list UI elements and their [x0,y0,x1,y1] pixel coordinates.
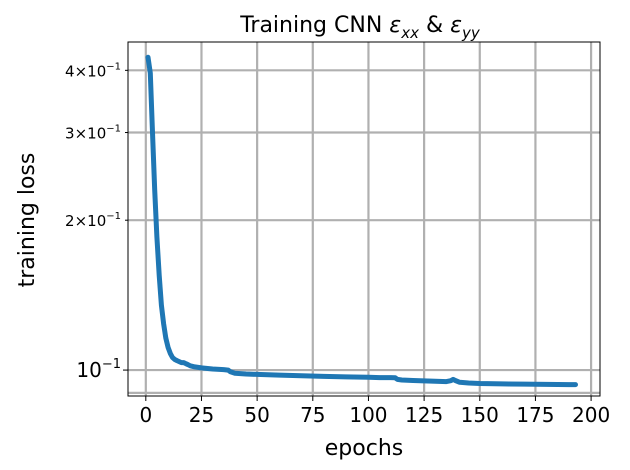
title-prefix: Training CNN [239,13,389,38]
plot-frame [127,41,601,397]
chart-title: Training CNN εxx & εyy [239,13,481,42]
x-tick-label: 75 [300,403,325,427]
title-subscript-1: xx [400,24,419,42]
x-tick-label: 175 [516,403,554,427]
y-tick-label: 2×10−1 [65,211,121,230]
title-epsilon-2: ε [450,13,462,38]
x-axis-label: epochs [325,436,403,461]
x-tick-label: 100 [349,403,387,427]
y-tick-label: 3×10−1 [65,124,121,143]
x-tick-label: 200 [572,403,610,427]
series-layer [145,54,578,388]
x-tick-label: 50 [244,403,269,427]
training-loss-line [145,54,578,388]
y-axis-label: training loss [15,153,40,288]
x-tick-label: 25 [189,403,214,427]
y-tick-label: 10−1 [76,357,121,382]
title-subscript-2: yy [461,24,481,42]
x-tick-label: 0 [139,403,152,427]
x-tick-label: 125 [405,403,443,427]
grid [128,42,600,396]
x-tick-label: 150 [461,403,499,427]
y-axis: 2×10−1 3×10−1 4×10−1 10−1 [65,61,128,382]
title-epsilon-1: ε [389,13,401,38]
x-axis: 0 25 50 75 100 125 150 175 200 [139,396,610,427]
y-tick-label: 4×10−1 [65,61,121,80]
title-ampersand: & [419,13,450,38]
